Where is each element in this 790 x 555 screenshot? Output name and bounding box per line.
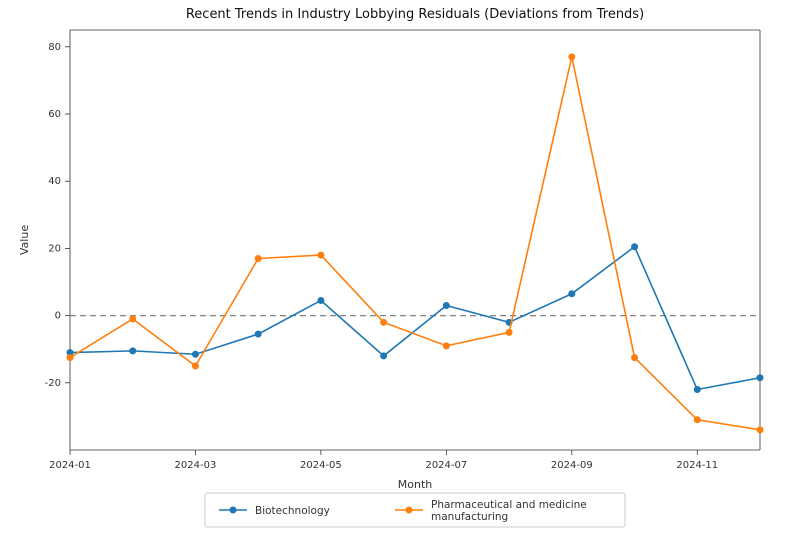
series-marker-1	[192, 363, 199, 370]
series-marker-0	[757, 374, 764, 381]
y-axis-label: Value	[18, 225, 31, 255]
series-marker-0	[129, 347, 136, 354]
series-marker-0	[380, 352, 387, 359]
y-tick-label: 20	[48, 243, 61, 254]
legend-label-1a: Pharmaceutical and medicine	[431, 499, 587, 511]
series-marker-1	[255, 255, 262, 262]
series-marker-0	[631, 243, 638, 250]
x-tick-label: 2024-07	[425, 460, 467, 471]
series-marker-0	[694, 386, 701, 393]
series-marker-0	[192, 351, 199, 358]
legend-marker-1	[406, 507, 413, 514]
y-tick-label: 0	[55, 311, 61, 322]
x-tick-label: 2024-01	[49, 460, 91, 471]
y-tick-label: 60	[48, 109, 61, 120]
legend-marker-0	[230, 507, 237, 514]
series-marker-0	[317, 297, 324, 304]
series-marker-0	[568, 290, 575, 297]
x-tick-label: 2024-09	[551, 460, 593, 471]
series-marker-1	[380, 319, 387, 326]
series-marker-1	[757, 426, 764, 433]
x-tick-label: 2024-11	[676, 460, 718, 471]
legend-label-1b: manufacturing	[431, 511, 508, 523]
y-tick-label: 80	[48, 42, 61, 53]
x-tick-label: 2024-03	[175, 460, 217, 471]
series-marker-1	[506, 329, 513, 336]
series-marker-0	[443, 302, 450, 309]
chart-container: -20 0 20 40 60 80 2024-01 2024-03 2024-05 2024-07…	[0, 0, 790, 555]
series-marker-1	[443, 342, 450, 349]
series-marker-1	[568, 53, 575, 60]
series-marker-1	[317, 252, 324, 259]
series-marker-1	[631, 354, 638, 361]
series-marker-1	[129, 315, 136, 322]
series-marker-1	[67, 354, 74, 361]
y-tick-label: -20	[45, 378, 61, 389]
chart-title: Recent Trends in Industry Lobbying Resid…	[186, 7, 644, 22]
series-marker-1	[694, 416, 701, 423]
legend-label-0: Biotechnology	[255, 505, 330, 517]
x-axis-label: Month	[398, 478, 433, 491]
x-tick-label: 2024-05	[300, 460, 342, 471]
y-tick-label: 40	[48, 176, 61, 187]
line-chart-svg: -20 0 20 40 60 80 2024-01 2024-03 2024-05 2024-07…	[0, 0, 790, 555]
series-marker-0	[255, 331, 262, 338]
